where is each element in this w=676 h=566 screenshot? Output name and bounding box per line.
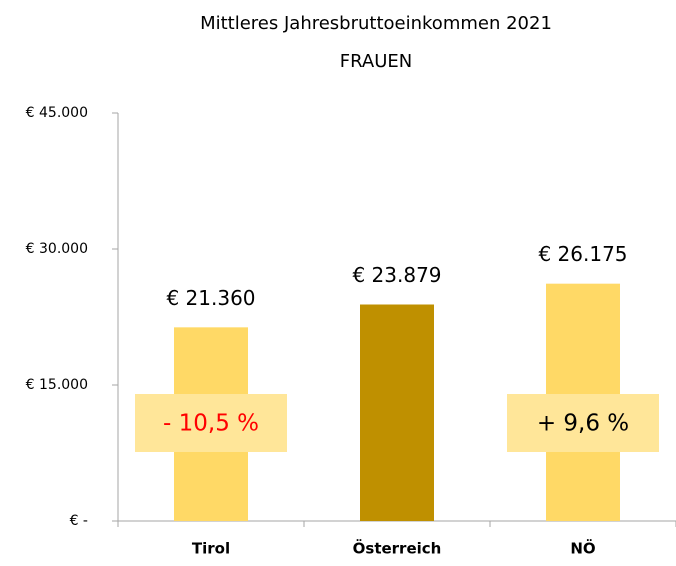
value-label: € 26.175 [538, 242, 627, 266]
chart-subtitle: FRAUEN [340, 51, 412, 72]
y-tick-label: € 15.000 [26, 377, 88, 393]
bar [360, 304, 434, 521]
y-tick-label: € 30.000 [26, 241, 88, 257]
chart-title: Mittleres Jahresbruttoeinkommen 2021 [200, 13, 552, 34]
value-label: € 21.360 [166, 286, 255, 310]
y-tick-label: € 45.000 [26, 105, 88, 121]
annotation-box [507, 394, 659, 452]
annotation-box [135, 394, 287, 452]
x-tick-label: Österreich [353, 539, 442, 558]
value-label: € 23.879 [352, 263, 441, 287]
x-tick-label: NÖ [570, 539, 595, 558]
y-tick-label: € - [70, 513, 88, 529]
annotation: - 10,5 % [163, 411, 259, 437]
x-tick-label: Tirol [192, 540, 230, 558]
annotation: + 9,6 % [537, 411, 629, 437]
